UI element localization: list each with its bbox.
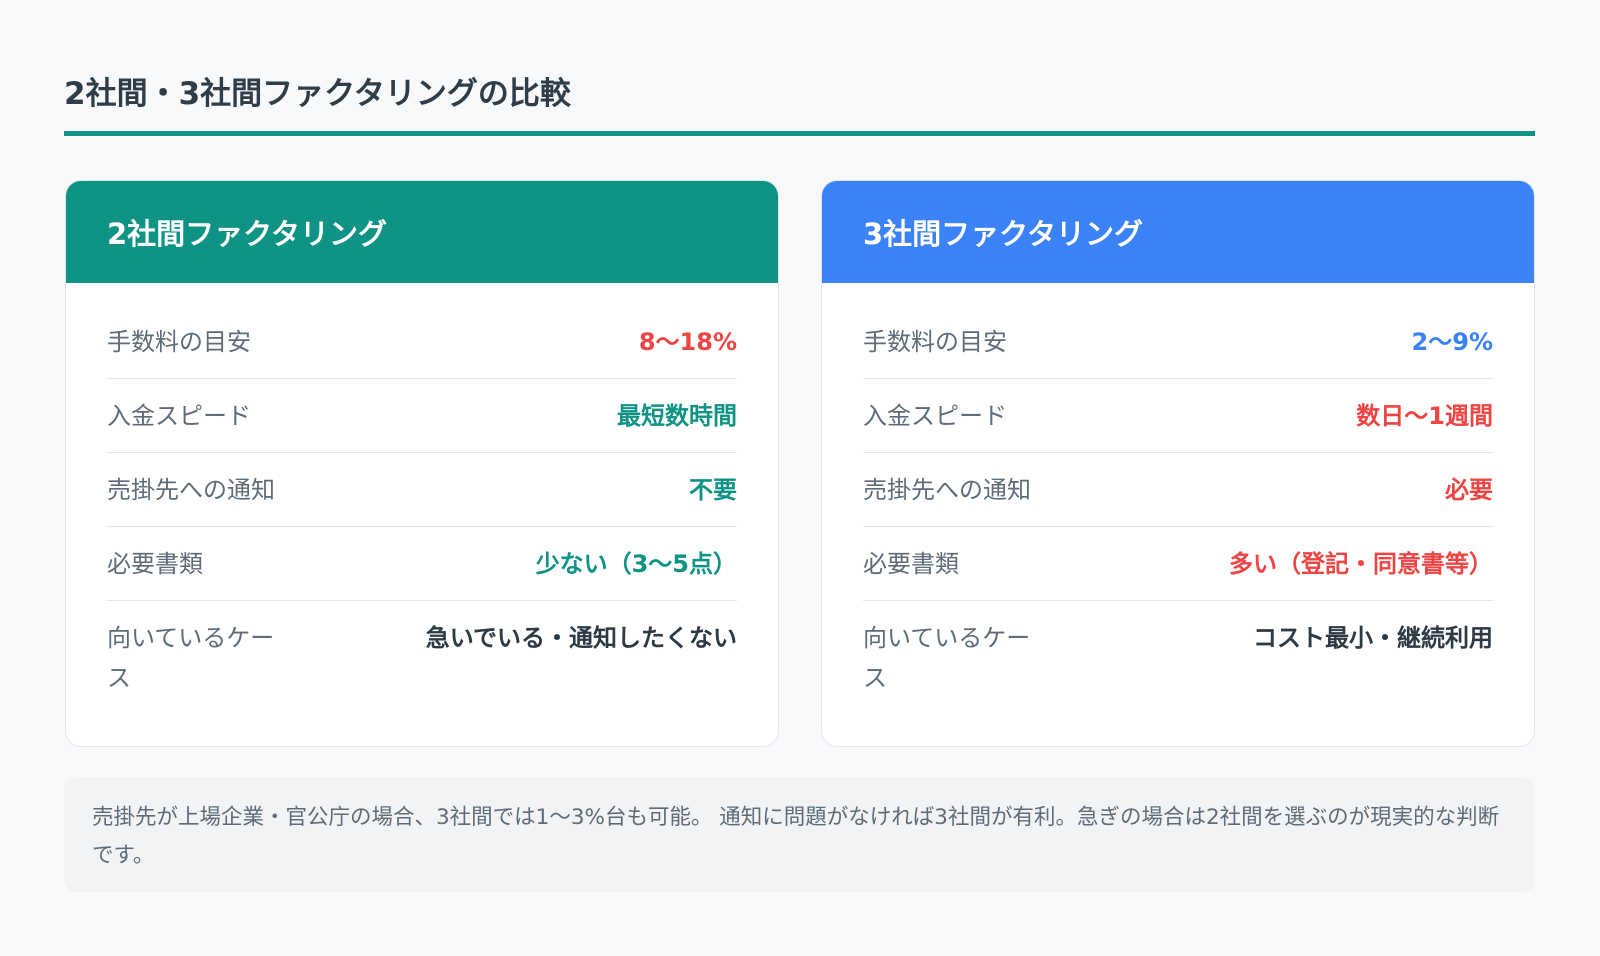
- card-two-party: 2社間ファクタリング 手数料の目安 8〜18% 入金スピード 最短数時間売掛先への通知…: [65, 180, 779, 747]
- row-value: 最短数時間: [617, 402, 737, 430]
- title-underline: [64, 131, 1535, 136]
- card-title: 3社間ファクタリング: [863, 217, 1144, 251]
- row-value: 不要: [689, 476, 737, 504]
- row-label: 入金スピード: [107, 402, 251, 430]
- row-label: 向いているケース: [863, 624, 1031, 692]
- comparison-row: 必要書類 多い（登記・同意書等）: [863, 527, 1493, 601]
- row-label: 入金スピード: [863, 402, 1007, 430]
- summary-note: 売掛先が上場企業・官公庁の場合、3社間では1〜3%台も可能。 通知に問題がなけれ…: [64, 777, 1535, 892]
- comparison-row: 入金スピード 数日〜1週間: [863, 379, 1493, 453]
- comparison-row: 手数料の目安 8〜18%: [107, 305, 737, 379]
- card-title: 2社間ファクタリング: [107, 217, 388, 251]
- row-value: 数日〜1週間: [1356, 402, 1493, 430]
- row-value: 少ない（3〜5点）: [535, 550, 737, 578]
- row-label: 必要書類: [863, 550, 959, 578]
- comparison-rows: 手数料の目安 2〜9% 入金スピード 数日〜1週間売掛先への通知 必要必要書類 多い（登記…: [822, 283, 1534, 719]
- card-three-party: 3社間ファクタリング 手数料の目安 2〜9% 入金スピード 数日〜1週間売掛先への通知…: [821, 180, 1535, 747]
- row-value: 2〜9%: [1411, 328, 1493, 356]
- comparison-row: 売掛先への通知 不要: [107, 453, 737, 527]
- row-label: 必要書類: [107, 550, 203, 578]
- comparison-row: 売掛先への通知 必要: [863, 453, 1493, 527]
- row-value: 急いでいる・通知したくない: [425, 624, 737, 652]
- comparison-rows: 手数料の目安 8〜18% 入金スピード 最短数時間売掛先への通知 不要必要書類 少ない（3…: [66, 283, 778, 719]
- row-label: 手数料の目安: [107, 328, 251, 356]
- comparison-row: 必要書類 少ない（3〜5点）: [107, 527, 737, 601]
- row-label: 売掛先への通知: [863, 476, 1031, 504]
- row-label: 向いているケース: [107, 624, 275, 692]
- comparison-row: 向いているケース コスト最小・継続利用: [863, 601, 1493, 719]
- row-value: 多い（登記・同意書等）: [1229, 550, 1493, 578]
- card-header: 2社間ファクタリング: [66, 181, 778, 283]
- card-header: 3社間ファクタリング: [822, 181, 1534, 283]
- row-value: 必要: [1445, 476, 1493, 504]
- row-value: コスト最小・継続利用: [1253, 624, 1493, 652]
- comparison-row: 入金スピード 最短数時間: [107, 379, 737, 453]
- row-value: 8〜18%: [638, 328, 737, 356]
- page-title: 2社間・3社間ファクタリングの比較: [64, 76, 571, 112]
- row-label: 売掛先への通知: [107, 476, 275, 504]
- comparison-row: 向いているケース 急いでいる・通知したくない: [107, 601, 737, 719]
- row-label: 手数料の目安: [863, 328, 1007, 356]
- comparison-row: 手数料の目安 2〜9%: [863, 305, 1493, 379]
